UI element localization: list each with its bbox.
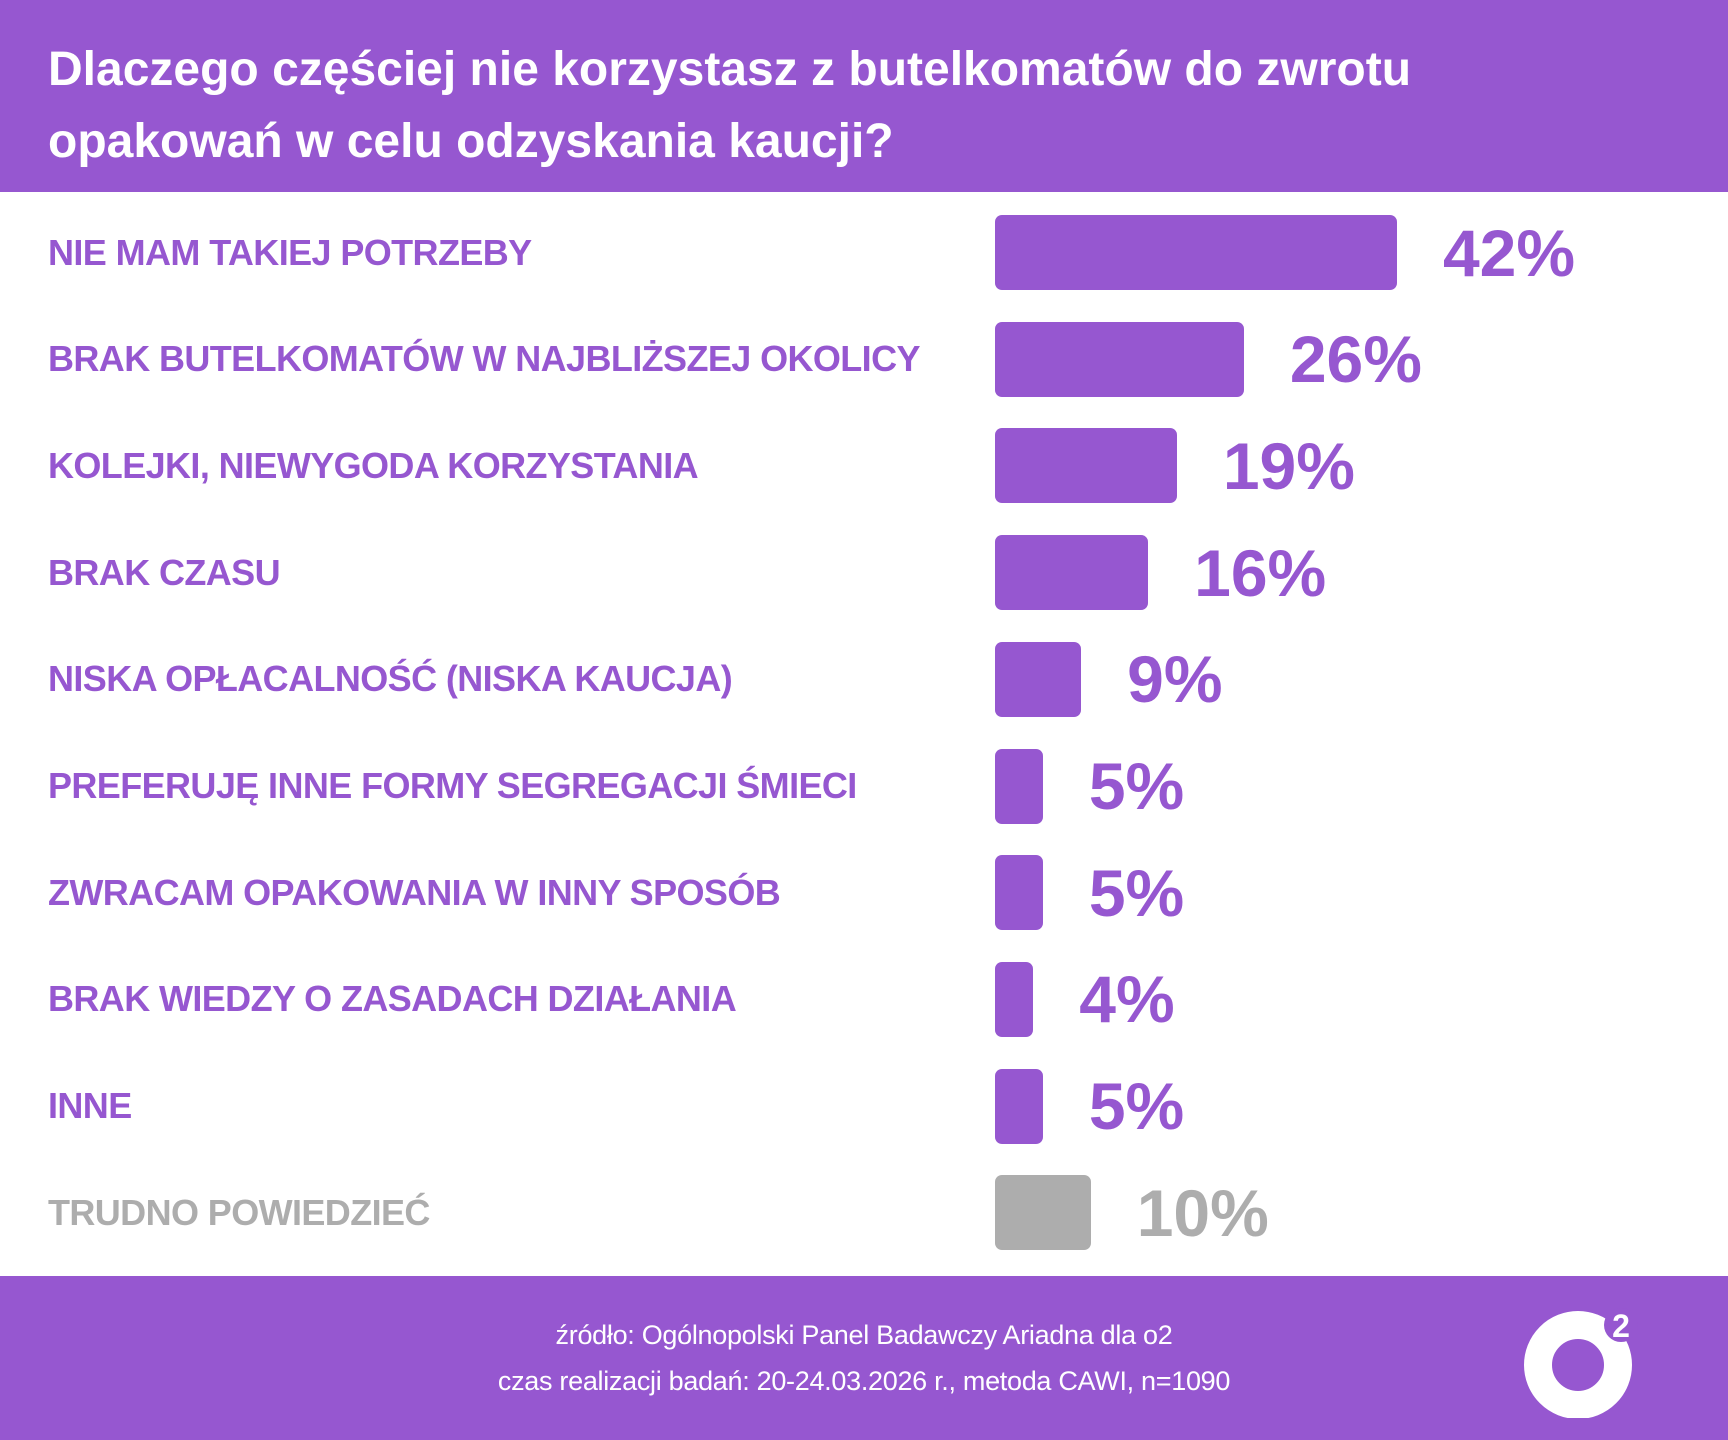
chart-row: INNE 5% (0, 1068, 1728, 1144)
bar (995, 428, 1177, 504)
chart-row: BRAK CZASU 16% (0, 535, 1728, 611)
bar (995, 321, 1244, 397)
category-label: NIE MAM TAKIEJ POTRZEBY (48, 231, 532, 273)
survey-details-text: czas realizacji badań: 20-24.03.2026 r.,… (497, 1366, 1231, 1396)
bar (995, 641, 1082, 717)
category-label: INNE (48, 1085, 132, 1127)
bar (995, 535, 1149, 611)
chart-row: KOLEJKI, NIEWYGODA KORZYSTANIA 19% (0, 428, 1728, 504)
value-label: 19% (1222, 428, 1355, 503)
value-label: 42% (1442, 215, 1576, 290)
value-label: 16% (1194, 535, 1327, 610)
category-label: ZWRACAM OPAKOWANIA W INNY SPOSÓB (48, 871, 781, 913)
value-label: 10% (1136, 1175, 1269, 1250)
o2-logo: 2 (1524, 1308, 1638, 1418)
value-label: 5% (1088, 855, 1185, 930)
bar (995, 1175, 1091, 1251)
category-label: NISKA OPŁACALNOŚĆ (NISKA KAUCJA) (48, 658, 733, 700)
chart-row: BRAK WIEDZY O ZASADACH DZIAŁANIA 4% (0, 961, 1728, 1037)
category-label: BRAK WIEDZY O ZASADACH DZIAŁANIA (48, 978, 737, 1020)
chart-row: NISKA OPŁACALNOŚĆ (NISKA KAUCJA) 9% (0, 641, 1728, 717)
source-text: źródło: Ogólnopolski Panel Badawczy Aria… (555, 1320, 1173, 1350)
category-label: TRUDNO POWIEDZIEĆ (48, 1191, 430, 1233)
bar (995, 961, 1034, 1037)
title-line-1: Dlaczego częściej nie korzystasz z butel… (48, 43, 1412, 96)
category-label: PREFERUJĘ INNE FORMY SEGREGACJI ŚMIECI (48, 765, 857, 806)
bar (995, 748, 1043, 824)
header-banner: Dlaczego częściej nie korzystasz z butel… (0, 0, 1728, 192)
chart-row: NIE MAM TAKIEJ POTRZEBY 42% (0, 215, 1728, 290)
bar (995, 1068, 1043, 1144)
chart-row: BRAK BUTELKOMATÓW W NAJBLIŻSZEJ OKOLICY 2… (0, 321, 1728, 397)
value-label: 5% (1088, 749, 1185, 823)
value-label: 26% (1289, 322, 1422, 397)
value-label: 4% (1079, 962, 1175, 1037)
title-line-2: opakowań w celu odzyskania kaucji? (48, 115, 894, 168)
value-label: 9% (1127, 642, 1223, 717)
category-label: BRAK BUTELKOMATÓW W NAJBLIŻSZEJ OKOLICY (48, 338, 920, 380)
chart-row: ZWRACAM OPAKOWANIA W INNY SPOSÓB 5% (0, 855, 1728, 931)
bar (995, 855, 1043, 931)
category-label: BRAK CZASU (48, 551, 281, 593)
chart-title: Dlaczego częściej nie korzystasz z butel… (48, 34, 1708, 178)
footer-banner: źródło: Ogólnopolski Panel Badawczy Aria… (0, 1276, 1728, 1440)
svg-text:2: 2 (1612, 1308, 1630, 1344)
category-label: KOLEJKI, NIEWYGODA KORZYSTANIA (48, 444, 699, 486)
value-label: 5% (1088, 1069, 1185, 1144)
bar (995, 215, 1397, 290)
chart-row: PREFERUJĘ INNE FORMY SEGREGACJI ŚMIECI 5% (0, 748, 1728, 824)
chart-row: TRUDNO POWIEDZIEĆ 10% (0, 1175, 1728, 1251)
